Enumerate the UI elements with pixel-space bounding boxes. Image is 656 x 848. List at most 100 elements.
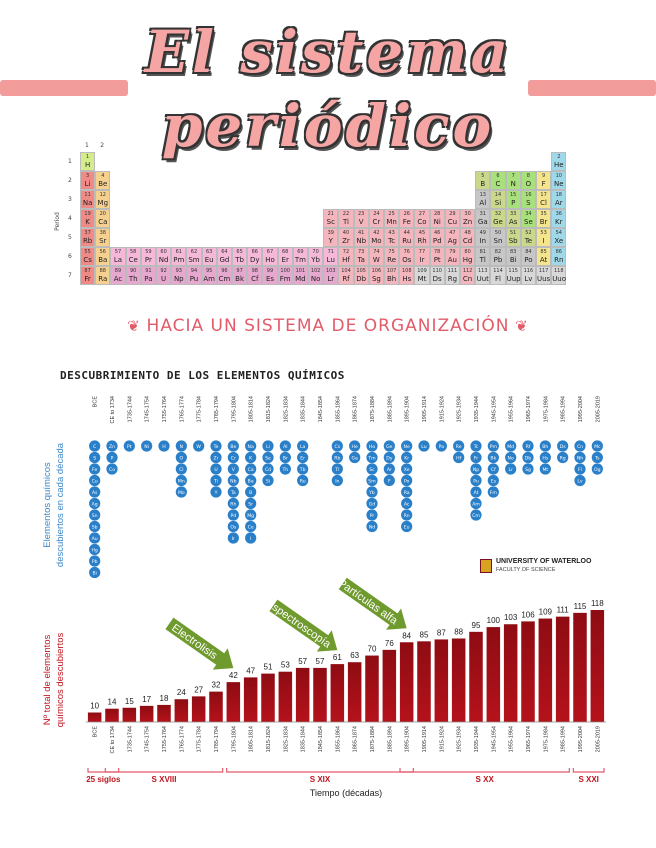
top-decade-label: 1915-1924 xyxy=(439,396,445,422)
atomic-number: 83 xyxy=(510,249,517,255)
element-hex-label: At xyxy=(474,490,479,496)
element-hex-label: Th xyxy=(281,467,288,473)
element-hex xyxy=(89,497,101,510)
x-tick-label: 1795-1804 xyxy=(231,726,237,752)
bar-value-label: 87 xyxy=(437,628,446,637)
ornament-left-icon: ❦ xyxy=(127,317,147,335)
element-hex xyxy=(262,474,274,487)
y-axis-label-line-2: químicos descubiertos xyxy=(55,632,66,727)
element-hex xyxy=(366,474,378,487)
top-decade-label: 1995-2004 xyxy=(578,396,584,422)
atomic-number: 92 xyxy=(160,268,167,274)
atomic-number: 85 xyxy=(540,249,547,255)
atomic-number: 98 xyxy=(251,268,258,274)
element-hex xyxy=(245,463,257,475)
element-pm: 61 Pm xyxy=(171,247,187,266)
element-hex-label: Mn xyxy=(178,478,185,484)
element-hex-label: Tc xyxy=(473,444,479,450)
element-hex xyxy=(158,440,170,452)
element-symbol: Tc xyxy=(388,237,396,245)
bar-value-label: 84 xyxy=(402,631,411,640)
element-symbol: Cm xyxy=(218,275,231,283)
arrow-shape xyxy=(338,577,407,630)
atomic-number: 34 xyxy=(525,211,532,217)
element-symbol: Cf xyxy=(251,275,259,283)
element-hex xyxy=(487,451,499,464)
top-decade-label: 1765-1774 xyxy=(179,396,185,422)
element-pd: 46 Pd xyxy=(429,228,445,247)
bar-value-label: 14 xyxy=(108,698,117,707)
element-symbol: Sg xyxy=(371,275,381,283)
atomic-number: 117 xyxy=(538,268,549,274)
element-hex xyxy=(210,463,222,475)
element-hex-label: Al xyxy=(283,444,287,450)
top-decade-label: 1755-1764 xyxy=(162,396,168,422)
bar-1885-1894 xyxy=(382,649,397,722)
element-hex-label: Cl xyxy=(179,467,183,473)
element-hex xyxy=(297,440,309,452)
element-hex xyxy=(245,497,257,510)
element-hex xyxy=(487,440,499,452)
atomic-number: 71 xyxy=(327,249,334,255)
element-hex xyxy=(227,520,239,533)
element-hex xyxy=(505,463,517,475)
element-hex-label: He xyxy=(352,444,358,450)
element-hex-label: Dy xyxy=(386,455,393,461)
element-md: 101 Md xyxy=(292,266,308,285)
element-hex-label: Sb xyxy=(92,524,98,530)
element-pb: 82 Pb xyxy=(490,247,506,266)
element-symbol: Cr xyxy=(372,218,381,226)
atomic-number: 41 xyxy=(358,230,365,236)
element-hex xyxy=(349,440,361,452)
bar-1905-1914 xyxy=(417,641,431,722)
element-symbol: Rn xyxy=(554,256,564,264)
atomic-number: 62 xyxy=(190,249,198,255)
element-symbol: Lv xyxy=(524,275,533,283)
atomic-number: 9 xyxy=(542,173,546,179)
atomic-number: 81 xyxy=(479,249,486,255)
element-hex xyxy=(210,474,222,487)
element-hex-label: Cs xyxy=(335,444,341,450)
element-tb: 65 Tb xyxy=(232,247,248,266)
element-as: 33 As xyxy=(505,209,521,228)
element-symbol: Mg xyxy=(97,199,109,207)
element-hex-label: Xe xyxy=(404,467,410,473)
left-stripe xyxy=(0,80,128,96)
element-hex xyxy=(366,463,378,475)
element-hex xyxy=(366,497,378,510)
element-hex-label: Ce xyxy=(248,524,254,530)
element-hex-label: Li xyxy=(266,444,270,450)
top-decade-label: BCE xyxy=(93,396,99,408)
atomic-number: 60 xyxy=(160,249,167,255)
element-symbol: Ca xyxy=(98,218,108,226)
bar-1805-1814 xyxy=(243,677,258,722)
top-decade-label: 1985-1994 xyxy=(561,396,567,422)
element-si: 14 Si xyxy=(490,190,506,209)
x-tick-label: 1965-1974 xyxy=(526,726,532,752)
element-bi: 83 Bi xyxy=(505,247,521,266)
element-pa: 91 Pa xyxy=(140,266,156,285)
x-tick-label: 1835-1844 xyxy=(301,726,307,752)
atomic-number: 105 xyxy=(356,268,366,274)
atomic-number: 25 xyxy=(388,211,395,217)
atomic-number: 44 xyxy=(403,230,410,236)
subtitle: ❦ HACIA UN SISTEMA DE ORGANIZACIÓN ❦ xyxy=(0,316,656,336)
element-hex xyxy=(123,440,135,452)
atomic-number: 115 xyxy=(508,268,518,274)
element-ni: 28 Ni xyxy=(429,209,445,228)
x-tick-label: 1945-1954 xyxy=(491,726,497,752)
element-hex-label: Sg xyxy=(525,467,531,473)
logo-line-1: UNIVERSITY OF WATERLOO xyxy=(496,558,592,565)
element-pt: 78 Pt xyxy=(429,247,445,266)
atomic-number: 112 xyxy=(462,268,473,274)
atomic-number: 109 xyxy=(417,268,427,274)
element-hex-label: Fl xyxy=(578,467,582,473)
x-tick-label: 1805-1814 xyxy=(249,726,255,752)
atomic-number: 7 xyxy=(511,173,515,179)
atomic-number: 106 xyxy=(371,268,382,274)
element-hex xyxy=(505,440,517,452)
element-hex-label: As xyxy=(92,490,98,496)
x-tick-label: 1925-1934 xyxy=(457,726,463,752)
element-se: 34 Se xyxy=(520,209,536,228)
